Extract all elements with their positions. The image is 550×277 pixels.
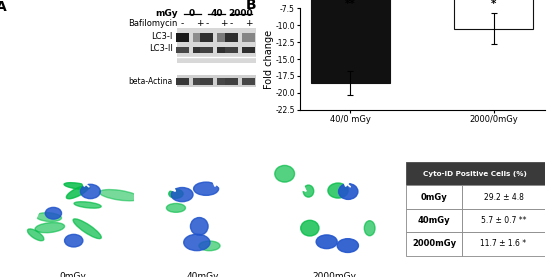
Text: *: * <box>491 0 497 9</box>
Bar <box>406 185 463 209</box>
Ellipse shape <box>67 186 89 199</box>
Text: +: + <box>196 19 203 29</box>
FancyBboxPatch shape <box>242 47 255 53</box>
Ellipse shape <box>167 204 185 212</box>
FancyBboxPatch shape <box>193 33 206 42</box>
Ellipse shape <box>73 219 101 239</box>
Text: +: + <box>220 19 228 29</box>
Bar <box>406 209 463 232</box>
FancyBboxPatch shape <box>224 47 238 53</box>
Ellipse shape <box>316 235 337 249</box>
FancyBboxPatch shape <box>242 33 255 42</box>
Ellipse shape <box>364 221 375 236</box>
Ellipse shape <box>64 234 83 247</box>
Text: mGy: mGy <box>155 9 178 18</box>
Text: 2000mGy: 2000mGy <box>412 240 456 248</box>
Text: 0: 0 <box>189 9 195 18</box>
Ellipse shape <box>337 239 359 252</box>
Text: 40mGy: 40mGy <box>187 272 219 277</box>
FancyBboxPatch shape <box>224 78 238 85</box>
Text: 11.7 ± 1.6 *: 11.7 ± 1.6 * <box>480 240 526 248</box>
Bar <box>454 0 534 29</box>
Text: 2000mGy: 2000mGy <box>312 272 356 277</box>
Bar <box>406 162 544 185</box>
Text: B: B <box>246 0 256 12</box>
Text: -: - <box>230 19 233 29</box>
Text: beta-Actina: beta-Actina <box>128 77 173 86</box>
FancyBboxPatch shape <box>224 33 238 42</box>
Text: -: - <box>205 19 208 29</box>
Text: A: A <box>0 0 7 14</box>
FancyBboxPatch shape <box>200 33 213 42</box>
Bar <box>311 0 390 83</box>
Bar <box>463 209 544 232</box>
Ellipse shape <box>171 188 193 202</box>
Text: 40mGy: 40mGy <box>418 216 450 225</box>
Ellipse shape <box>275 165 295 182</box>
Bar <box>178 75 256 88</box>
FancyBboxPatch shape <box>193 78 206 85</box>
Text: **: ** <box>345 0 356 9</box>
FancyBboxPatch shape <box>217 33 230 42</box>
Text: 29.2 ± 4.8: 29.2 ± 4.8 <box>483 193 524 202</box>
FancyBboxPatch shape <box>200 78 213 85</box>
Text: Cyto-ID Positive Cells (%): Cyto-ID Positive Cells (%) <box>424 171 527 177</box>
FancyBboxPatch shape <box>175 78 189 85</box>
Ellipse shape <box>100 189 139 201</box>
Ellipse shape <box>190 217 208 235</box>
Text: 5.7 ± 0.7 **: 5.7 ± 0.7 ** <box>481 216 526 225</box>
FancyBboxPatch shape <box>175 47 189 53</box>
Text: Bafilomycin: Bafilomycin <box>128 19 178 29</box>
Ellipse shape <box>169 189 183 198</box>
FancyBboxPatch shape <box>200 47 213 53</box>
FancyBboxPatch shape <box>217 47 230 53</box>
Text: LC3-II: LC3-II <box>148 44 173 53</box>
Ellipse shape <box>301 220 319 236</box>
Bar <box>406 232 463 256</box>
Bar <box>463 232 544 256</box>
Y-axis label: Fold change: Fold change <box>264 29 274 89</box>
Ellipse shape <box>184 234 210 251</box>
Text: 2000: 2000 <box>229 9 254 18</box>
Ellipse shape <box>35 222 64 233</box>
Text: LC3-I: LC3-I <box>151 32 173 41</box>
Text: 40: 40 <box>210 9 223 18</box>
Ellipse shape <box>74 202 101 208</box>
Bar <box>178 28 256 63</box>
FancyBboxPatch shape <box>175 33 189 42</box>
Bar <box>463 185 544 209</box>
Ellipse shape <box>28 229 44 241</box>
Text: +: + <box>245 19 252 29</box>
Text: 0mGy: 0mGy <box>421 193 448 202</box>
Ellipse shape <box>45 207 62 219</box>
FancyBboxPatch shape <box>217 78 230 85</box>
Ellipse shape <box>303 185 313 197</box>
Ellipse shape <box>339 184 358 199</box>
Ellipse shape <box>64 183 90 189</box>
Ellipse shape <box>194 182 218 195</box>
FancyBboxPatch shape <box>193 47 206 53</box>
Ellipse shape <box>80 184 100 199</box>
Ellipse shape <box>199 241 220 251</box>
Text: -: - <box>181 19 184 29</box>
Text: 0mGy: 0mGy <box>59 272 86 277</box>
FancyBboxPatch shape <box>242 78 255 85</box>
Ellipse shape <box>328 183 348 198</box>
Ellipse shape <box>36 213 62 222</box>
